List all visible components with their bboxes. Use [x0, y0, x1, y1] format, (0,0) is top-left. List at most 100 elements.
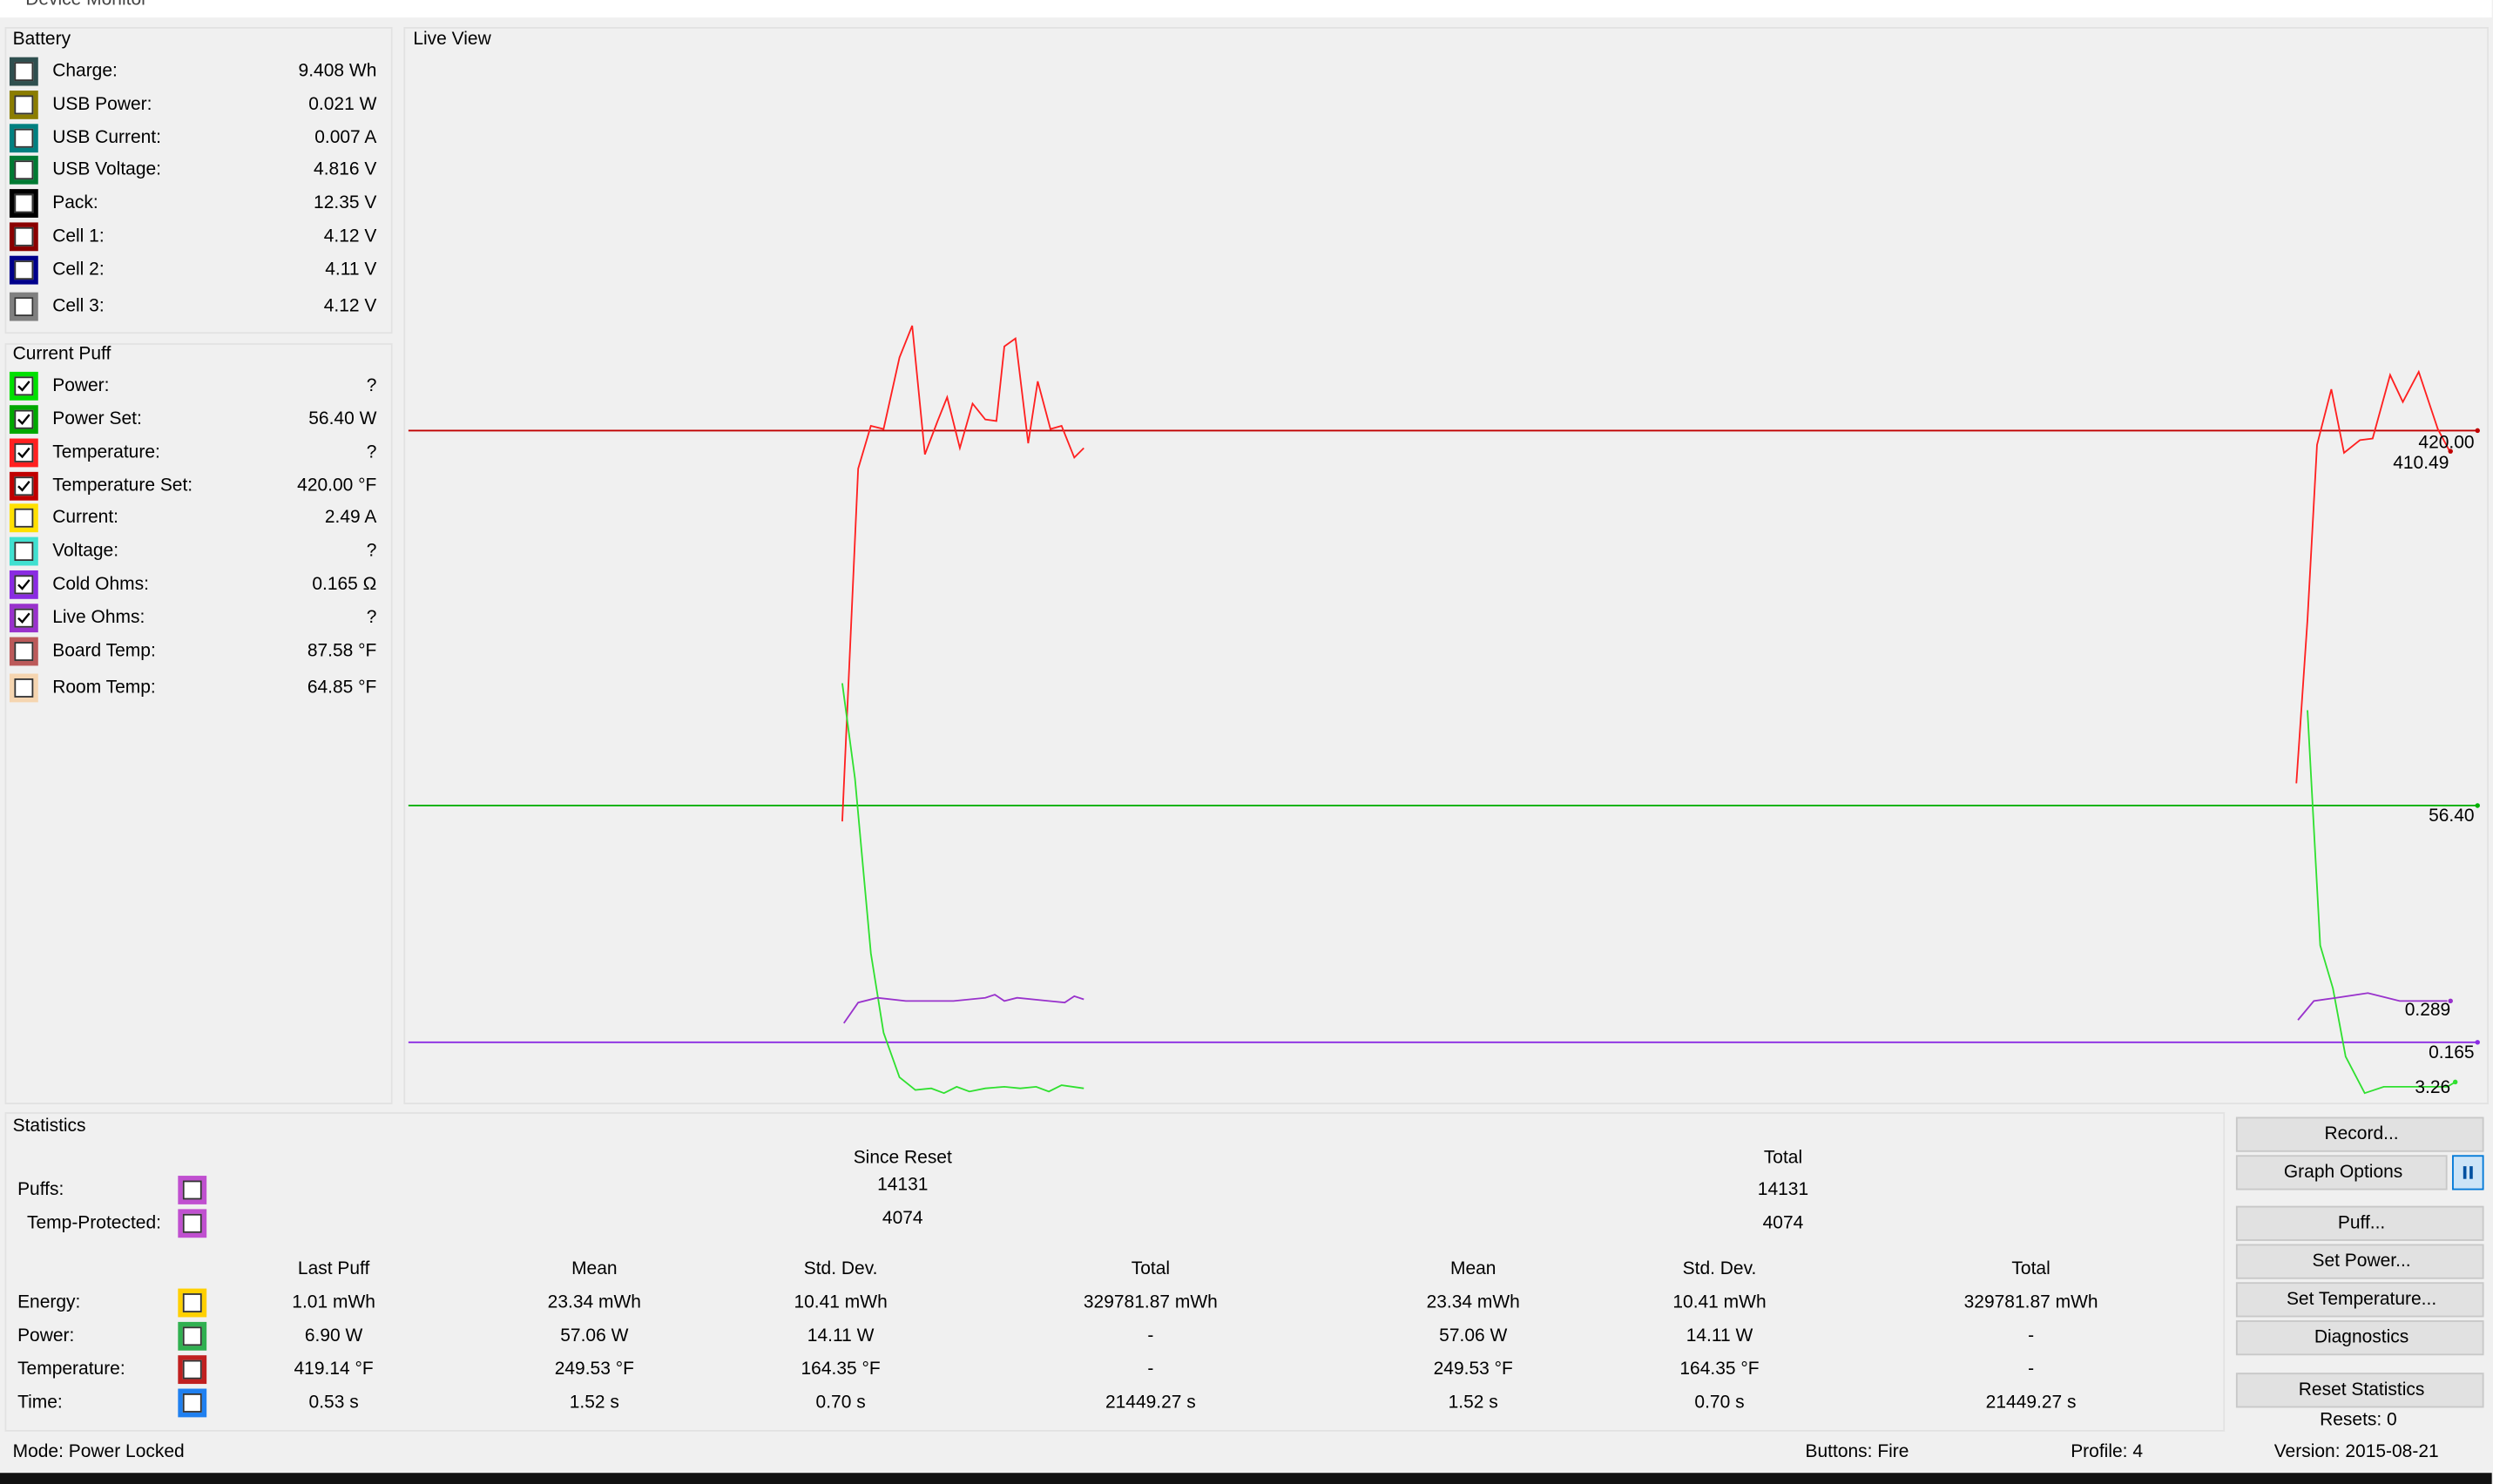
checkbox[interactable] — [9, 570, 38, 599]
checkbox-inner — [14, 62, 34, 82]
power-trace — [2307, 710, 2456, 1095]
reading-value: 420.00 °F — [297, 476, 377, 496]
reading-label: Temperature: — [52, 443, 160, 462]
stat-value: 1.52 s — [569, 1393, 619, 1413]
checkbox[interactable] — [9, 124, 38, 153]
reading-label: Live Ohms: — [52, 608, 145, 628]
stat-value: 1.52 s — [1448, 1393, 1498, 1413]
checkbox-inner — [14, 642, 34, 661]
end-dot — [2448, 449, 2453, 454]
button[interactable]: Reset Statistics — [2235, 1373, 2484, 1408]
counter-value: 14131 — [877, 1176, 929, 1195]
status-mode: Mode: Power Locked — [12, 1442, 185, 1462]
stat-value: 164.35 °F — [1679, 1359, 1760, 1379]
reading-value: 64.85 °F — [307, 678, 377, 698]
column-header: Std. Dev. — [1682, 1259, 1757, 1279]
stat-value: 21449.27 s — [1105, 1393, 1196, 1413]
resets-count: Resets: 0 — [2320, 1411, 2397, 1430]
checkbox[interactable] — [9, 405, 38, 435]
checkbox-inner — [182, 1393, 202, 1413]
checkbox[interactable] — [9, 292, 38, 321]
checkbox[interactable] — [9, 503, 38, 533]
checkbox[interactable] — [9, 57, 38, 86]
stat-value: 329781.87 mWh — [1083, 1293, 1218, 1312]
button[interactable]: Diagnostics — [2235, 1320, 2484, 1356]
checkbox[interactable] — [178, 1209, 207, 1238]
checkbox[interactable] — [9, 673, 38, 703]
check-mark — [17, 414, 30, 425]
button[interactable]: Puff... — [2235, 1205, 2484, 1241]
stat-value: 10.41 mWh — [794, 1293, 888, 1312]
pause-button[interactable] — [2452, 1155, 2484, 1191]
column-header: Mean — [1449, 1259, 1496, 1279]
checkbox-inner — [182, 1359, 202, 1379]
stat-value: 6.90 W — [304, 1326, 363, 1346]
stat-value: 249.53 °F — [1433, 1359, 1513, 1379]
reading-label: Cell 1: — [52, 226, 105, 246]
graph-value-label: 420.00 — [2418, 434, 2475, 453]
temperature-trace — [841, 325, 1084, 822]
reading-label: Room Temp: — [52, 678, 156, 698]
status-version: Version: 2015-08-21 — [2273, 1442, 2439, 1462]
reading-value: 4.12 V — [323, 297, 377, 317]
checkbox-inner — [14, 193, 34, 213]
checkbox[interactable] — [178, 1176, 207, 1204]
end-dot — [2452, 1079, 2458, 1085]
graph-value-label: 0.165 — [2429, 1043, 2475, 1063]
reading-value: 9.408 Wh — [298, 62, 377, 82]
button-label: Puff... — [2337, 1213, 2386, 1233]
checkbox[interactable] — [9, 90, 38, 119]
row-label: Time: — [17, 1393, 63, 1413]
checkbox[interactable] — [9, 255, 38, 285]
reading-label: Cell 2: — [52, 260, 105, 280]
reading-label: Board Temp: — [52, 642, 156, 661]
checkbox[interactable] — [9, 438, 38, 468]
reading-label: Cell 3: — [52, 297, 105, 317]
checkbox[interactable] — [9, 155, 38, 185]
group-header: Total — [1763, 1149, 1803, 1168]
checkbox[interactable] — [9, 471, 38, 501]
reading-value: 2.49 A — [324, 508, 377, 528]
checkbox[interactable] — [9, 371, 38, 401]
stat-value: - — [2028, 1326, 2035, 1346]
reading-value: 12.35 V — [314, 193, 377, 213]
graph-value-label: 410.49 — [2393, 454, 2449, 474]
button[interactable]: Graph Options — [2235, 1155, 2448, 1191]
checkbox[interactable] — [9, 637, 38, 666]
stat-value: 23.34 mWh — [1426, 1293, 1520, 1312]
checkbox-inner — [182, 1293, 202, 1312]
reading-label: Power: — [52, 376, 110, 396]
taskbar-edge — [0, 1473, 2492, 1484]
checkbox[interactable] — [178, 1388, 207, 1418]
checkbox[interactable] — [9, 222, 38, 252]
checkbox-inner — [14, 128, 34, 148]
reading-label: Power Set: — [52, 409, 142, 429]
button[interactable]: Record... — [2235, 1116, 2484, 1152]
check-mark — [17, 579, 30, 590]
checkbox[interactable] — [9, 189, 38, 218]
checkbox-inner — [14, 542, 34, 562]
stat-value: 419.14 °F — [294, 1359, 374, 1379]
checkbox[interactable] — [178, 1355, 207, 1385]
reading-label: Temperature Set: — [52, 476, 193, 496]
stat-value: 57.06 W — [560, 1326, 629, 1346]
reading-value: 0.007 A — [314, 128, 377, 148]
button-label: Record... — [2324, 1124, 2399, 1144]
status-buttons: Buttons: Fire — [1805, 1442, 1909, 1462]
reading-value: ? — [366, 542, 377, 562]
checkbox[interactable] — [9, 604, 38, 633]
button[interactable]: Set Power... — [2235, 1244, 2484, 1279]
checkbox[interactable] — [9, 536, 38, 566]
end-dot — [2475, 803, 2480, 808]
reading-value: 0.021 W — [308, 95, 377, 115]
live-ohms-trace — [843, 994, 1084, 1024]
graph-value-label: 3.26 — [2415, 1078, 2451, 1098]
checkbox[interactable] — [178, 1321, 207, 1351]
graph-value-label: 56.40 — [2429, 806, 2475, 826]
live-view-panel — [403, 27, 2490, 1104]
button-label: Diagnostics — [2314, 1328, 2409, 1348]
checkbox[interactable] — [178, 1288, 207, 1318]
checkbox-inner — [14, 95, 34, 115]
button[interactable]: Set Temperature... — [2235, 1282, 2484, 1318]
panel-title: Statistics — [12, 1116, 86, 1137]
